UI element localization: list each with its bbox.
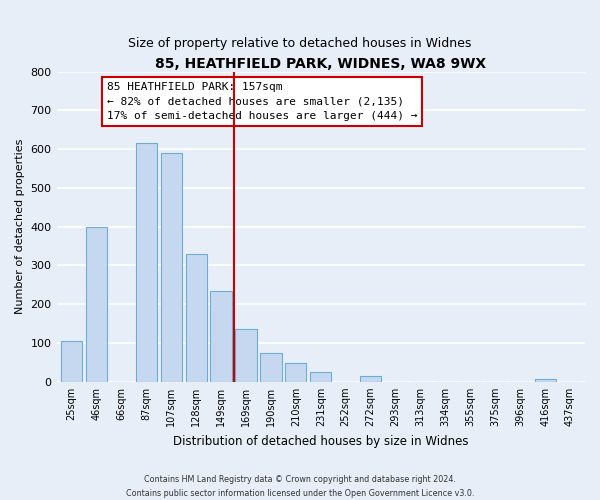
Bar [535, 378, 556, 382]
Text: Size of property relative to detached houses in Widnes: Size of property relative to detached ho… [128, 38, 472, 51]
Bar [161, 153, 182, 382]
Bar [310, 372, 331, 382]
Y-axis label: Number of detached properties: Number of detached properties [15, 139, 25, 314]
Bar [86, 226, 107, 382]
Title: 85, HEATHFIELD PARK, WIDNES, WA8 9WX: 85, HEATHFIELD PARK, WIDNES, WA8 9WX [155, 58, 487, 71]
Text: Contains HM Land Registry data © Crown copyright and database right 2024.
Contai: Contains HM Land Registry data © Crown c… [126, 476, 474, 498]
Bar [260, 352, 281, 382]
Bar [185, 254, 207, 382]
Bar [211, 290, 232, 382]
Bar [61, 341, 82, 382]
Bar [235, 330, 257, 382]
Bar [285, 363, 307, 382]
X-axis label: Distribution of detached houses by size in Widnes: Distribution of detached houses by size … [173, 434, 469, 448]
Bar [360, 376, 381, 382]
Text: 85 HEATHFIELD PARK: 157sqm
← 82% of detached houses are smaller (2,135)
17% of s: 85 HEATHFIELD PARK: 157sqm ← 82% of deta… [107, 82, 417, 121]
Bar [136, 144, 157, 382]
